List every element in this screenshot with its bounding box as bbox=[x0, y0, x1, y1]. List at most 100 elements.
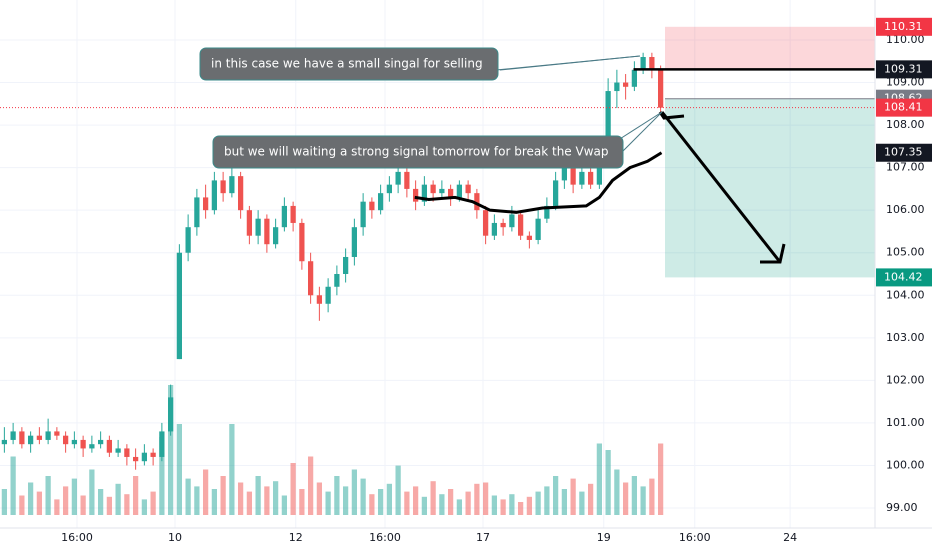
volume-bar bbox=[386, 483, 392, 515]
candle-body bbox=[343, 256, 349, 274]
volume bbox=[1, 385, 664, 515]
volume-bar bbox=[535, 491, 541, 515]
volume-bar bbox=[658, 443, 664, 515]
candle-body bbox=[579, 171, 585, 185]
volume-bar bbox=[98, 489, 104, 515]
volume-bar bbox=[238, 482, 244, 515]
candle-body bbox=[325, 286, 331, 304]
candle-body bbox=[106, 439, 112, 453]
volume-bar bbox=[63, 486, 69, 515]
candle-body bbox=[623, 82, 629, 87]
volume-bar bbox=[509, 494, 515, 515]
volume-bar bbox=[45, 476, 51, 515]
candle-body bbox=[308, 261, 314, 296]
candle-body bbox=[19, 431, 25, 445]
volume-bar bbox=[474, 483, 480, 515]
stop-zone bbox=[665, 26, 875, 70]
y-tick-label: 101.00 bbox=[886, 416, 925, 429]
volume-bar bbox=[465, 491, 471, 515]
volume-bar bbox=[106, 496, 112, 515]
volume-bar bbox=[561, 489, 567, 515]
callout-text: but we will waiting a strong signal tomo… bbox=[224, 145, 609, 159]
y-tick-label: 99.00 bbox=[886, 501, 918, 514]
volume-bar bbox=[395, 465, 401, 515]
candle-body bbox=[98, 439, 104, 445]
candle-body bbox=[369, 201, 375, 211]
volume-bar bbox=[421, 496, 427, 515]
volume-bar bbox=[133, 476, 139, 515]
candle-body bbox=[553, 180, 559, 206]
volume-bar bbox=[456, 499, 462, 515]
candle-body bbox=[220, 180, 226, 194]
candle-body bbox=[430, 184, 436, 194]
volume-bar bbox=[334, 476, 340, 515]
candle-body bbox=[281, 205, 287, 228]
candle-body bbox=[526, 235, 532, 240]
price-badge bbox=[876, 17, 932, 36]
candle-body bbox=[290, 205, 296, 223]
y-tick-label: 110.00 bbox=[886, 33, 925, 46]
volume-bar bbox=[614, 469, 620, 515]
volume-bar bbox=[290, 463, 296, 515]
candle-body bbox=[631, 69, 637, 87]
volume-bar bbox=[246, 491, 252, 515]
candle-body bbox=[404, 171, 410, 189]
volume-bar bbox=[264, 486, 270, 515]
volume-bar bbox=[220, 476, 226, 515]
volume-bar bbox=[500, 499, 506, 515]
candle-body bbox=[658, 69, 664, 108]
volume-bar bbox=[544, 486, 550, 515]
x-tick-label: 16:00 bbox=[369, 531, 401, 544]
volume-bar bbox=[1, 489, 7, 515]
volume-bar bbox=[605, 450, 611, 515]
volume-bar bbox=[649, 478, 655, 515]
candle-body bbox=[211, 180, 217, 211]
y-tick-label: 105.00 bbox=[886, 246, 925, 259]
candle-body bbox=[28, 435, 34, 445]
candle-body bbox=[649, 57, 655, 70]
volume-bar bbox=[570, 478, 576, 515]
volume-bar bbox=[308, 456, 314, 515]
callout bbox=[212, 135, 624, 169]
x-tick-label: 12 bbox=[289, 531, 303, 544]
volume-bar bbox=[491, 495, 497, 515]
candle-body bbox=[255, 218, 261, 236]
volume-bar bbox=[640, 486, 646, 515]
price-badge-label: 107.35 bbox=[884, 146, 923, 159]
candle-body bbox=[1, 439, 7, 445]
zones bbox=[665, 26, 875, 278]
grid bbox=[0, 0, 875, 528]
price-badge-label: 109.31 bbox=[884, 62, 923, 75]
volume-bar bbox=[89, 469, 95, 515]
y-tick-label: 103.00 bbox=[886, 331, 925, 344]
candle-body bbox=[535, 218, 541, 240]
volume-bar bbox=[71, 478, 77, 515]
price-badge-label: 104.42 bbox=[884, 270, 923, 283]
candle-body bbox=[439, 188, 445, 194]
volume-bar bbox=[325, 491, 331, 515]
y-tick-label: 109.00 bbox=[886, 76, 925, 89]
volume-bar bbox=[316, 482, 322, 515]
volume-bar bbox=[439, 494, 445, 515]
volume-bar bbox=[28, 482, 34, 515]
volume-bar bbox=[596, 443, 602, 515]
candle-body bbox=[273, 227, 279, 245]
volume-bar bbox=[54, 499, 60, 515]
price-badge-label: 108.41 bbox=[884, 101, 923, 114]
arrow-tail bbox=[658, 111, 685, 120]
price-badge-label: 110.31 bbox=[884, 20, 923, 33]
candle-body bbox=[141, 452, 147, 462]
volume-bar bbox=[281, 495, 287, 515]
candle-body bbox=[448, 188, 454, 198]
volume-bar bbox=[299, 489, 305, 515]
volume-bar bbox=[413, 486, 419, 515]
pointer bbox=[499, 55, 641, 71]
x-tick-label: 16:00 bbox=[61, 531, 93, 544]
candle-body bbox=[194, 197, 200, 228]
volume-bar bbox=[404, 491, 410, 515]
candle-body bbox=[413, 188, 419, 202]
candle-body bbox=[36, 435, 42, 440]
candle-body bbox=[456, 184, 462, 198]
volume-bar bbox=[124, 494, 130, 515]
pointer bbox=[615, 111, 663, 159]
